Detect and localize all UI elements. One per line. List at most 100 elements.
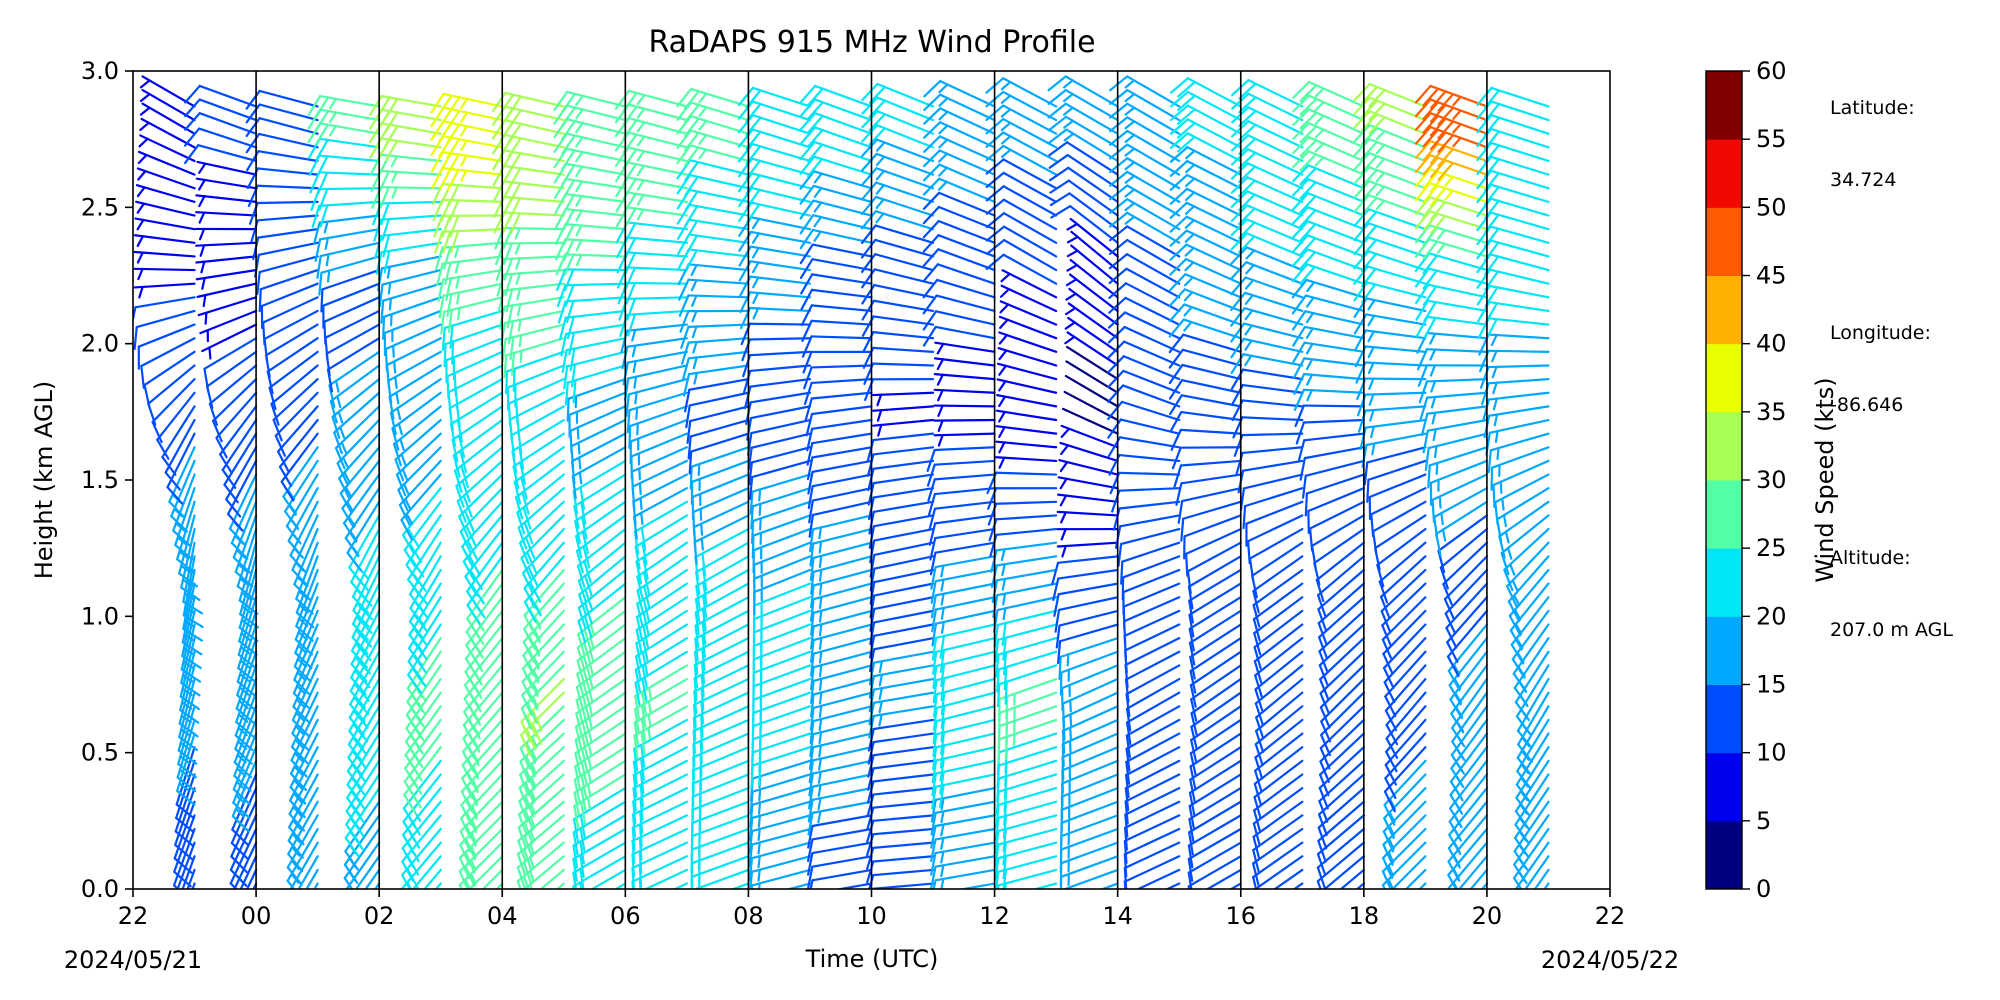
- barb-full: [282, 495, 297, 516]
- barb-shaft: [566, 104, 627, 122]
- wind-barb: [1292, 122, 1365, 149]
- barb-shaft: [442, 106, 504, 122]
- barb-shaft: [872, 841, 935, 849]
- wind-barb: [313, 882, 319, 889]
- barb-half: [529, 802, 536, 816]
- barb-full: [518, 800, 529, 823]
- barb-shaft: [379, 169, 442, 176]
- wind-barb: [1124, 759, 1181, 812]
- barb-shaft: [1252, 841, 1304, 879]
- wind-barb: [1252, 568, 1304, 628]
- barb-full: [861, 283, 876, 305]
- barb-shaft: [318, 171, 381, 176]
- barb-shaft: [462, 691, 504, 740]
- barb-full: [447, 168, 460, 191]
- barb-shaft: [176, 841, 196, 889]
- barb-half: [1367, 299, 1376, 311]
- barb-shaft: [1123, 596, 1181, 623]
- barb-shaft: [348, 514, 381, 569]
- barb-half: [349, 926, 355, 935]
- barb-shaft: [197, 296, 258, 317]
- barb-shaft: [258, 132, 319, 149]
- wind-barb: [573, 746, 627, 803]
- barb-full: [351, 636, 369, 655]
- barb-full: [571, 363, 576, 388]
- wind-barb: [1168, 333, 1242, 354]
- barb-full: [1492, 483, 1496, 509]
- wind-barb: [274, 391, 319, 457]
- wind-barb: [681, 350, 750, 381]
- barb-half: [297, 630, 308, 641]
- barb-shaft: [328, 350, 381, 387]
- barb-full: [172, 884, 180, 889]
- barb-half: [1002, 592, 1007, 606]
- wind-barb: [615, 176, 688, 199]
- wind-barb: [987, 500, 1058, 526]
- barb-full: [238, 640, 258, 656]
- barb-full: [355, 629, 373, 648]
- barb-full: [401, 860, 415, 882]
- barb-full: [1246, 540, 1251, 565]
- barb-full: [507, 109, 523, 130]
- barb-full: [561, 134, 576, 155]
- barb-full: [178, 722, 199, 738]
- barb-shaft: [811, 827, 873, 841]
- barb-shaft: [394, 418, 442, 461]
- barb-half: [236, 740, 248, 750]
- barb-half: [998, 395, 1007, 408]
- barb-half: [876, 393, 883, 407]
- wind-barb: [1230, 176, 1304, 203]
- barb-full: [348, 566, 365, 586]
- wind-barb: [577, 541, 627, 603]
- barb-half: [388, 297, 392, 311]
- barb-full: [384, 124, 399, 146]
- barb-half: [1305, 342, 1314, 355]
- barb-full: [408, 542, 423, 564]
- wind-barb: [1057, 493, 1119, 507]
- wind-barb: [494, 226, 565, 250]
- barb-shaft: [401, 827, 442, 877]
- wind-barb: [618, 296, 688, 321]
- barb-shaft: [811, 841, 873, 855]
- wind-barb: [518, 732, 565, 797]
- wind-barb: [523, 541, 565, 609]
- barb-shaft: [460, 759, 504, 806]
- barb-half: [1124, 174, 1136, 184]
- barb-shaft: [379, 186, 442, 190]
- barb-full: [451, 438, 459, 463]
- barb-full: [465, 630, 480, 652]
- wind-barb: [177, 691, 198, 765]
- wind-barb: [328, 350, 381, 408]
- barb-shaft: [318, 122, 381, 135]
- barb-half: [575, 224, 583, 237]
- barb-half: [1059, 477, 1068, 490]
- wind-barb: [1252, 800, 1304, 860]
- wind-barb: [433, 214, 504, 238]
- barb-shaft: [1123, 841, 1181, 870]
- barb-shaft: [151, 378, 196, 424]
- barb-shaft: [346, 500, 381, 554]
- wind-barb: [227, 459, 258, 532]
- barb-half: [516, 303, 522, 317]
- barb-shaft: [181, 855, 196, 889]
- barb-full: [985, 239, 1006, 256]
- barb-shaft: [872, 487, 935, 499]
- barb-half: [1124, 133, 1136, 143]
- barb-half: [636, 107, 646, 119]
- barb-shaft: [203, 337, 258, 370]
- barb-half: [638, 467, 641, 481]
- barb-full: [234, 570, 254, 588]
- barb-half: [184, 606, 196, 615]
- barb-full: [517, 813, 528, 837]
- barb-full: [236, 680, 256, 697]
- barb-full: [331, 415, 341, 439]
- wind-barb: [615, 161, 688, 184]
- barb-shaft: [336, 418, 381, 465]
- barb-shaft: [446, 350, 504, 378]
- barb-shaft: [196, 160, 258, 176]
- barb-shaft: [441, 255, 504, 265]
- barb-half: [1435, 461, 1439, 476]
- barb-shaft: [564, 177, 627, 190]
- barb-half: [1244, 294, 1254, 305]
- barb-shaft: [574, 691, 627, 728]
